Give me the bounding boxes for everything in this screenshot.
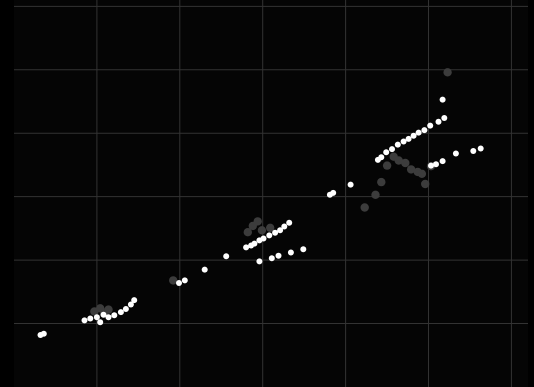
data-point xyxy=(243,228,252,237)
data-point xyxy=(256,258,263,265)
data-point xyxy=(277,227,284,234)
data-point xyxy=(93,314,100,321)
data-point xyxy=(347,181,354,188)
data-point xyxy=(257,226,267,235)
data-point xyxy=(389,146,395,153)
data-point xyxy=(377,177,386,187)
data-point xyxy=(127,301,134,308)
data-point xyxy=(266,223,275,232)
data-point xyxy=(415,129,422,136)
data-point xyxy=(433,161,439,168)
data-points xyxy=(37,68,484,338)
series-2 xyxy=(37,96,484,338)
data-point xyxy=(272,229,279,236)
data-point xyxy=(452,150,459,157)
data-point xyxy=(253,217,262,226)
data-point xyxy=(401,158,410,168)
series-1 xyxy=(90,68,452,318)
data-point xyxy=(223,253,230,260)
data-point xyxy=(260,235,267,242)
data-point xyxy=(181,277,188,284)
data-point xyxy=(405,135,412,142)
data-point xyxy=(286,219,293,226)
data-point xyxy=(40,330,47,337)
data-point xyxy=(111,312,118,319)
data-point xyxy=(406,165,416,174)
data-point xyxy=(383,149,390,156)
data-point xyxy=(382,161,392,170)
data-point xyxy=(104,305,113,314)
data-point xyxy=(439,158,446,165)
data-point xyxy=(394,141,401,148)
data-point xyxy=(176,280,182,286)
data-point xyxy=(243,244,250,251)
data-point xyxy=(251,240,258,247)
data-point xyxy=(371,190,380,199)
data-point xyxy=(400,138,407,145)
data-point xyxy=(441,115,448,121)
data-point xyxy=(81,317,88,324)
data-point xyxy=(100,311,107,318)
data-point xyxy=(300,246,307,253)
data-point xyxy=(268,255,275,262)
data-point xyxy=(417,169,427,178)
data-point xyxy=(360,203,369,212)
data-point xyxy=(97,319,104,326)
data-point xyxy=(287,249,294,256)
data-point xyxy=(378,154,385,161)
data-point xyxy=(477,145,484,152)
data-point xyxy=(428,162,434,169)
data-point xyxy=(105,314,112,321)
data-point xyxy=(410,132,417,139)
data-point xyxy=(131,297,138,304)
data-point xyxy=(87,315,94,322)
data-point xyxy=(117,309,124,316)
data-point xyxy=(421,179,430,189)
data-point xyxy=(266,232,273,239)
data-point xyxy=(443,68,452,77)
data-point xyxy=(122,306,129,312)
data-point xyxy=(330,189,337,196)
data-point xyxy=(439,96,446,103)
data-point xyxy=(427,122,434,129)
plot-area xyxy=(14,0,528,387)
data-point xyxy=(394,156,403,165)
data-point xyxy=(470,148,477,154)
data-point xyxy=(201,266,208,273)
data-point xyxy=(275,252,282,259)
data-point xyxy=(421,127,428,134)
data-point xyxy=(281,223,288,230)
data-point xyxy=(169,276,178,285)
data-point xyxy=(435,118,442,125)
